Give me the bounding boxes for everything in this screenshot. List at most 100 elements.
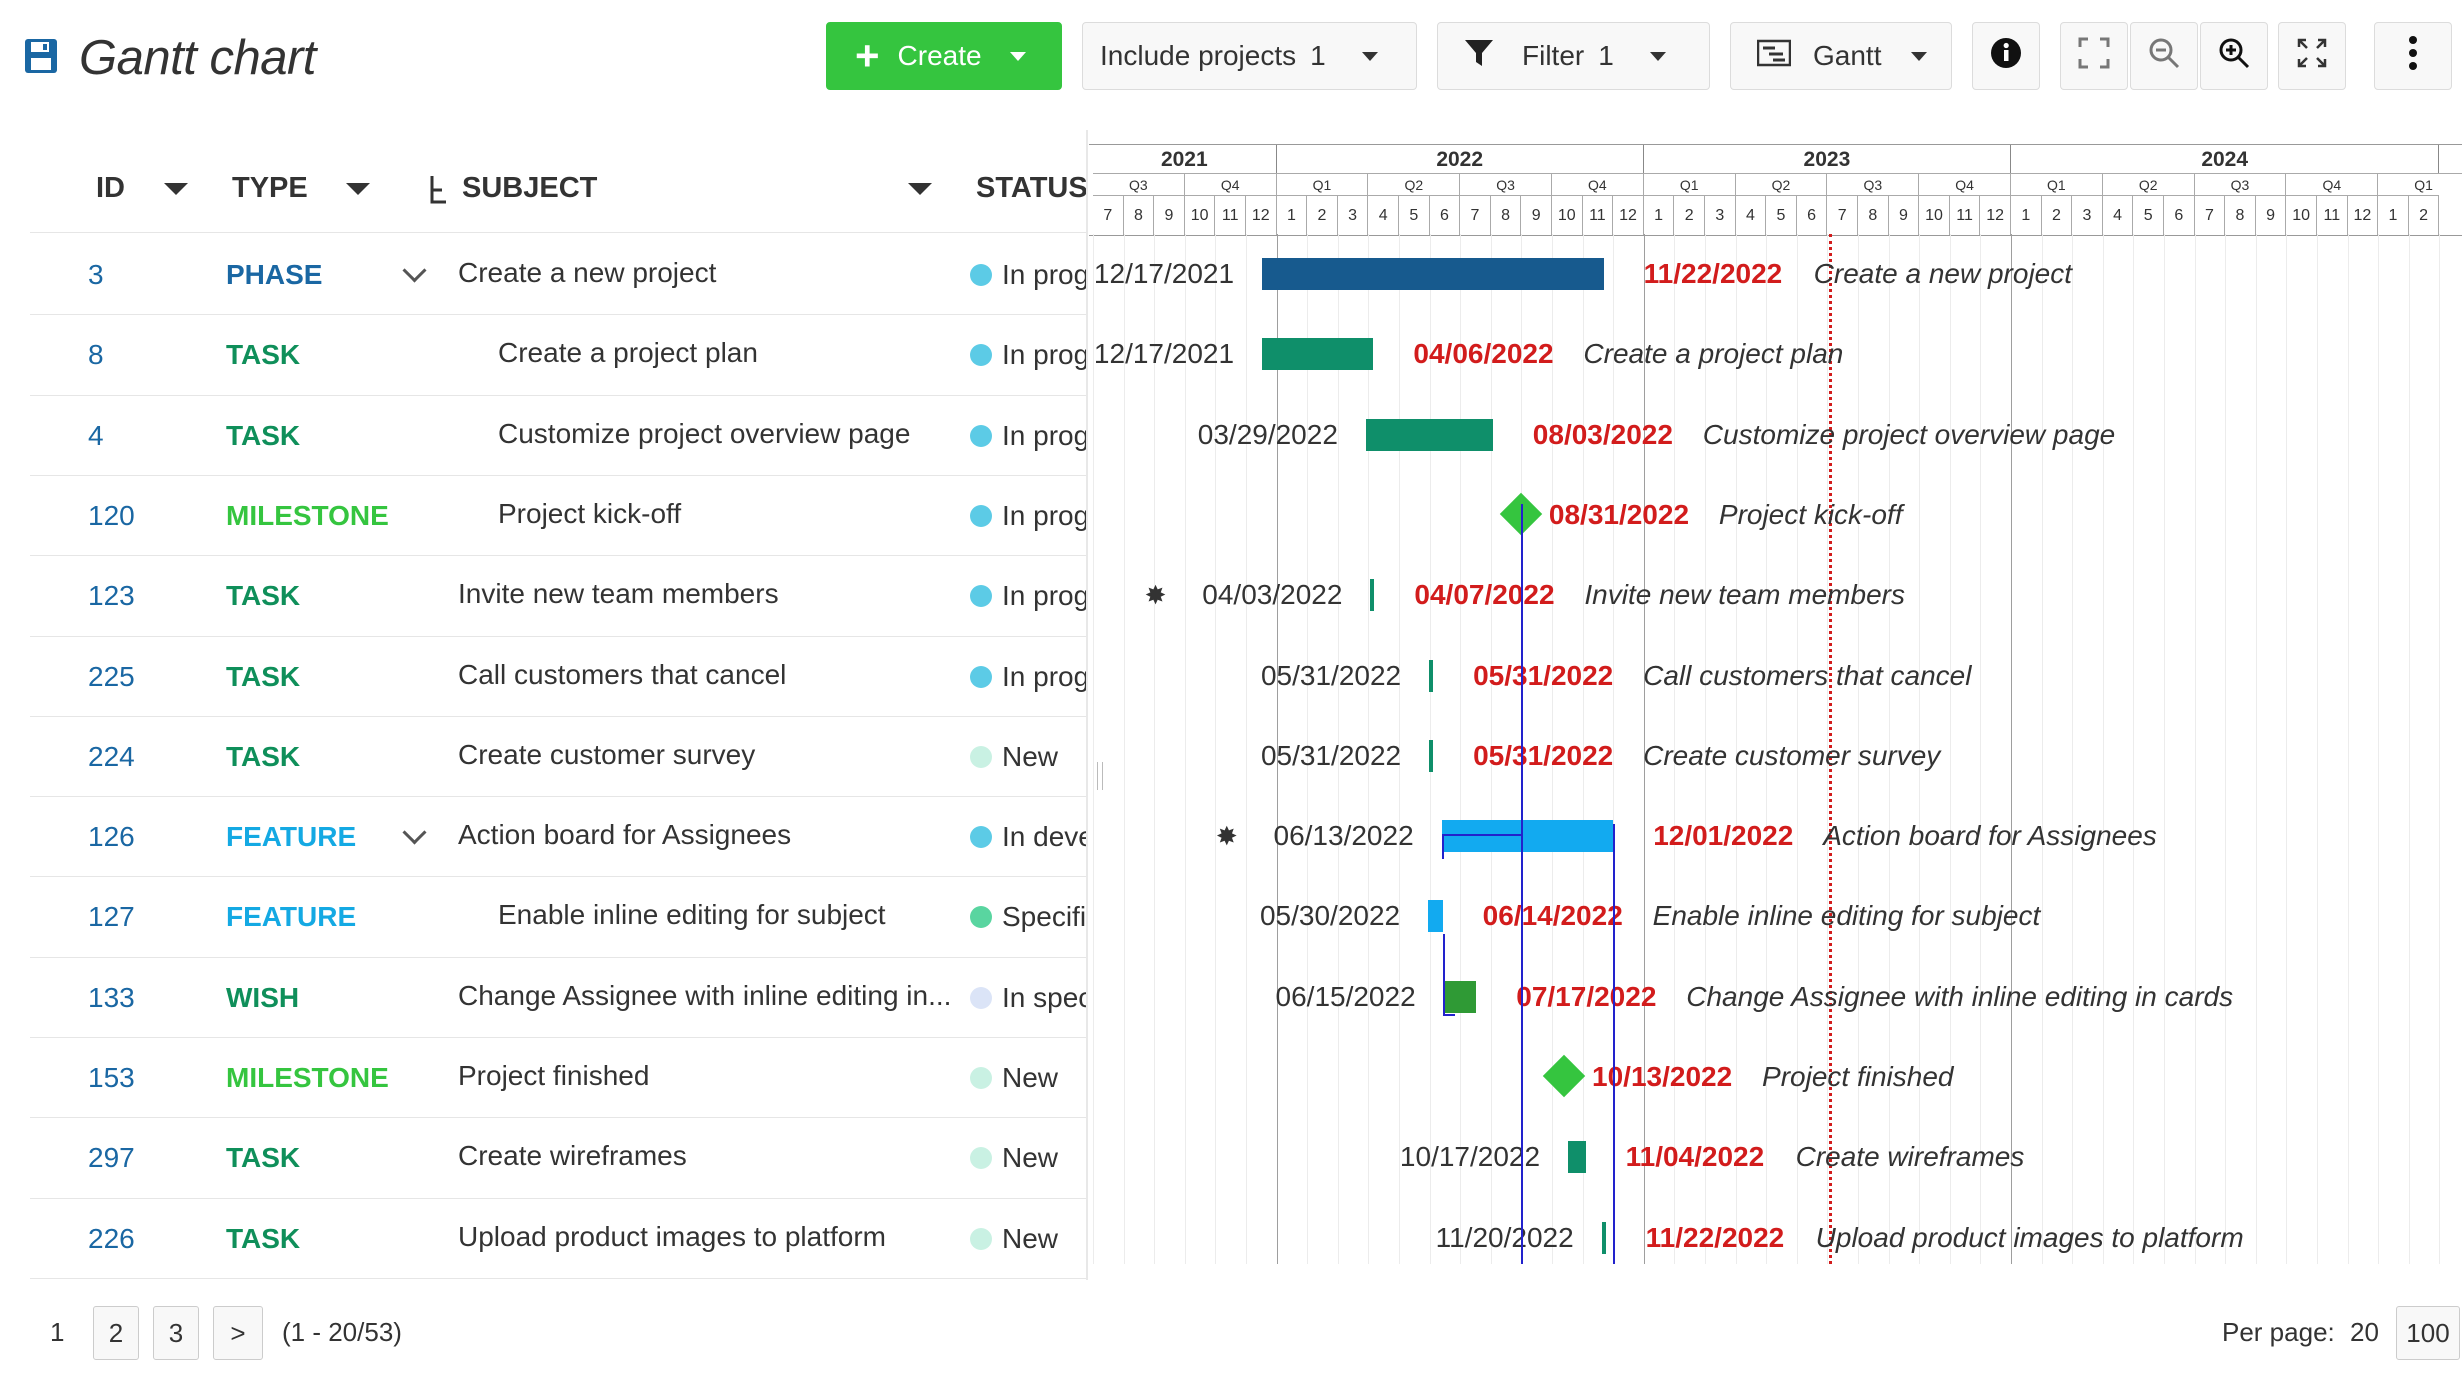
row-divider [30, 395, 1088, 396]
chevron-down-icon[interactable] [164, 183, 188, 195]
row-status[interactable]: New [1002, 1142, 1059, 1174]
grid-line [1490, 234, 1492, 1264]
chevron-down-icon[interactable] [402, 258, 427, 283]
resize-handle[interactable] [1097, 762, 1103, 790]
row-status[interactable]: New [1002, 1222, 1059, 1254]
row-id[interactable]: 8 [88, 339, 104, 371]
end-date-label: 08/31/2022 [1548, 498, 1690, 530]
hierarchy-icon[interactable] [428, 174, 450, 211]
gantt-bar[interactable] [1262, 338, 1374, 371]
row-status[interactable]: In progress [1002, 339, 1088, 371]
row-id[interactable]: 127 [88, 901, 135, 933]
pagination-page-2[interactable]: 2 [93, 1306, 139, 1360]
row-status[interactable]: New [1002, 1062, 1059, 1093]
column-header-id[interactable]: ID [96, 172, 125, 204]
row-subject[interactable]: Invite new team members [458, 578, 779, 610]
row-status[interactable]: In progress [1002, 499, 1088, 531]
gantt-bar[interactable] [1365, 418, 1493, 451]
row-status[interactable]: Specified [1002, 901, 1088, 933]
per-page-option-100[interactable]: 100 [2396, 1306, 2460, 1360]
gantt-chart-area[interactable]: 12/17/2021 11/22/2022 Create a new project… [1089, 234, 2462, 1264]
row-status[interactable]: In development [1002, 821, 1088, 853]
row-subject[interactable]: Project kick-off [498, 497, 682, 529]
row-id[interactable]: 3 [88, 259, 104, 290]
view-mode-button[interactable]: Gantt [1730, 22, 1952, 90]
gantt-bar[interactable] [1370, 579, 1375, 612]
timeline-month: 6 [1429, 195, 1461, 235]
grid-line [1827, 234, 1829, 1264]
plus-icon: + [855, 32, 880, 79]
row-subject[interactable]: Project finished [458, 1060, 650, 1091]
gantt-bar[interactable] [1601, 1221, 1606, 1254]
filter-label: Filter [1522, 40, 1585, 71]
milestone-diamond[interactable] [1542, 1054, 1586, 1098]
chevron-down-icon[interactable] [346, 183, 370, 195]
row-subject[interactable]: Customize project overview page [498, 417, 911, 449]
row-subject[interactable]: Create a new project [458, 257, 717, 288]
gantt-bar[interactable] [1441, 820, 1614, 853]
pagination-page-3[interactable]: 3 [153, 1306, 199, 1360]
row-id[interactable]: 225 [88, 660, 135, 692]
row-subject[interactable]: Create customer survey [458, 738, 756, 770]
row-subject[interactable]: Action board for Assignees [458, 819, 792, 851]
row-subject[interactable]: Upload product images to platform [458, 1220, 886, 1252]
row-id[interactable]: 120 [88, 499, 135, 531]
gantt-bar[interactable] [1262, 258, 1604, 290]
row-id[interactable]: 153 [88, 1062, 135, 1093]
status-dot [970, 1067, 992, 1089]
row-subject[interactable]: Create a project plan [498, 337, 758, 369]
row-id[interactable]: 133 [88, 981, 135, 1013]
chevron-down-icon[interactable] [908, 183, 932, 195]
grid-line [1399, 234, 1400, 1264]
row-status[interactable]: In progress [1002, 419, 1088, 451]
details-button[interactable] [1972, 22, 2040, 90]
row-subject[interactable]: Create wireframes [458, 1140, 687, 1172]
fullscreen-button[interactable] [2278, 22, 2346, 90]
gantt-bar[interactable] [1443, 980, 1477, 1013]
start-date-label: 05/31/2022 [1260, 659, 1402, 691]
row-status[interactable]: In progress [1002, 259, 1088, 290]
gantt-bar[interactable] [1429, 739, 1434, 772]
relation-line [1441, 834, 1444, 859]
bar-subject-label: Invite new team members [1584, 579, 1905, 611]
row-id[interactable]: 4 [88, 419, 104, 451]
zoom-auto-button[interactable] [2060, 22, 2128, 90]
row-id[interactable]: 226 [88, 1222, 135, 1254]
include-projects-button[interactable]: Include projects 1 [1082, 22, 1417, 90]
row-id[interactable]: 123 [88, 580, 135, 612]
create-button[interactable]: + Create [826, 22, 1062, 90]
pagination-next[interactable]: > [213, 1306, 263, 1360]
expand-icon [2296, 37, 2328, 76]
gantt-bar[interactable] [1429, 659, 1434, 692]
zoom-in-button[interactable] [2200, 22, 2268, 90]
gantt-row: 06/15/2022 07/17/2022 Change Assignee with… [1089, 957, 2462, 1037]
column-header-status[interactable]: STATUS [976, 172, 1088, 204]
chevron-down-icon[interactable] [402, 820, 427, 845]
column-header-type[interactable]: TYPE [232, 172, 308, 204]
column-header-subject[interactable]: SUBJECT [462, 172, 598, 204]
filter-button[interactable]: Filter 1 [1437, 22, 1710, 90]
zoom-out-button[interactable] [2130, 22, 2198, 90]
relation-line [1442, 934, 1445, 1014]
per-page-option-20[interactable]: 20 [2350, 1317, 2379, 1347]
row-status[interactable]: In progress [1002, 580, 1088, 612]
save-icon[interactable] [24, 38, 58, 74]
row-divider [30, 716, 1088, 717]
row-id[interactable]: 297 [88, 1142, 135, 1174]
more-menu-button[interactable] [2374, 22, 2452, 90]
row-id[interactable]: 224 [88, 740, 135, 772]
timeline-month: 7 [2194, 195, 2226, 235]
row-status[interactable]: In specification [1002, 981, 1088, 1013]
row-status[interactable]: In progress [1002, 660, 1088, 692]
timeline-quarter: Q4 [1184, 173, 1277, 195]
gantt-bar[interactable] [1428, 900, 1443, 933]
gantt-bar[interactable] [1568, 1141, 1586, 1174]
row-subject[interactable]: Change Assignee with inline editing in..… [458, 979, 952, 1011]
row-id[interactable]: 126 [88, 821, 135, 853]
timeline-month: 1 [2378, 195, 2409, 235]
bar-subject-label: Change Assignee with inline editing in c… [1686, 980, 2234, 1012]
row-subject[interactable]: Enable inline editing for subject [498, 899, 886, 931]
row-subject[interactable]: Call customers that cancel [458, 658, 787, 690]
grid-line [2255, 234, 2257, 1264]
row-status[interactable]: New [1002, 740, 1059, 772]
